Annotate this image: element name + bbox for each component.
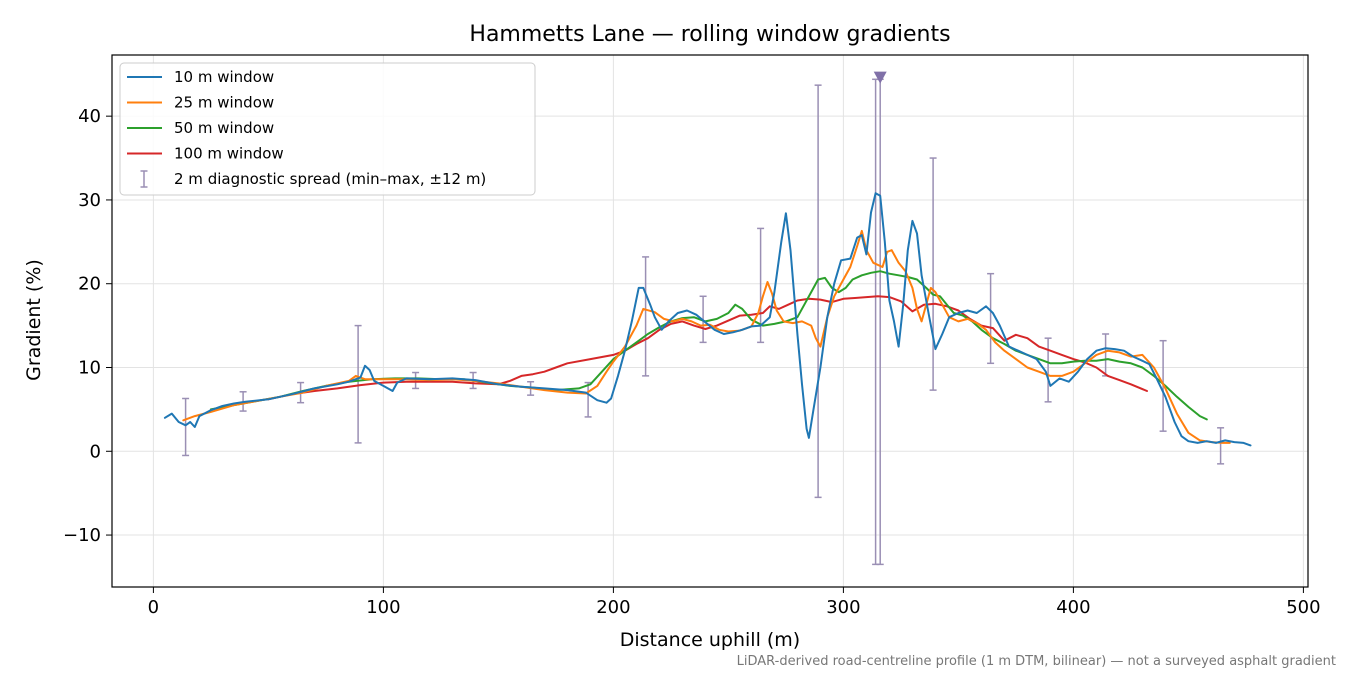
- legend-label: 10 m window: [174, 68, 274, 86]
- legend-label: 50 m window: [174, 119, 274, 137]
- y-tick-label: 10: [78, 357, 101, 378]
- spread-errorbar: [182, 397, 190, 457]
- spread-errorbar: [584, 381, 592, 418]
- x-axis-label: Distance uphill (m): [620, 629, 800, 651]
- plot-frame: [111, 54, 1309, 588]
- y-tick-label: 40: [78, 106, 101, 127]
- x-tick-label: 200: [596, 597, 630, 618]
- spread-errorbar: [1044, 337, 1052, 403]
- peak-marker: [873, 71, 887, 84]
- legend-entry: 2 m diagnostic spread (min–max, ±12 m): [140, 170, 486, 188]
- legend-entry: 100 m window: [127, 145, 284, 163]
- footnote: LiDAR-derived road-centreline profile (1…: [737, 654, 1336, 669]
- spread-errorbar: [814, 84, 822, 499]
- y-tick-label: −10: [63, 525, 101, 546]
- legend-label: 2 m diagnostic spread (min–max, ±12 m): [174, 170, 486, 188]
- y-tick-label: 30: [78, 190, 101, 211]
- legend-entry: 25 m window: [127, 94, 274, 112]
- legend-label: 100 m window: [174, 145, 284, 163]
- x-tick-label: 500: [1286, 597, 1320, 618]
- x-tick-label: 0: [148, 597, 159, 618]
- grid: [112, 55, 1308, 587]
- diagnostic-spread: [182, 78, 1225, 566]
- spread-errorbar: [987, 272, 995, 365]
- series-line-4: [267, 295, 1148, 401]
- spread-errorbar: [929, 157, 937, 391]
- chart-title: Hammetts Lane — rolling window gradients: [469, 22, 950, 47]
- series-line-1: [163, 192, 1252, 447]
- x-ticks: 0 100 200 300 400 500: [148, 587, 1321, 618]
- legend-swatch: [140, 170, 148, 188]
- y-axis-label: Gradient (%): [23, 259, 45, 381]
- y-tick-label: 20: [78, 274, 101, 295]
- y-ticks: −10 0 10 20 30 40: [63, 106, 112, 546]
- peak-marker-triangle: [873, 71, 887, 84]
- legend: 10 m window 25 m window 50 m window 100 m w…: [119, 62, 536, 196]
- spread-errorbar: [1217, 427, 1225, 465]
- x-tick-label: 300: [826, 597, 860, 618]
- legend-label: 25 m window: [174, 94, 274, 112]
- y-tick-label: 0: [90, 441, 101, 462]
- spread-errorbar: [642, 256, 650, 377]
- legend-entry: 50 m window: [127, 119, 274, 137]
- legend-entry: 10 m window: [127, 68, 274, 86]
- spread-errorbar: [354, 324, 362, 444]
- x-tick-label: 100: [366, 597, 400, 618]
- series-lines: [163, 192, 1252, 447]
- x-tick-label: 400: [1056, 597, 1090, 618]
